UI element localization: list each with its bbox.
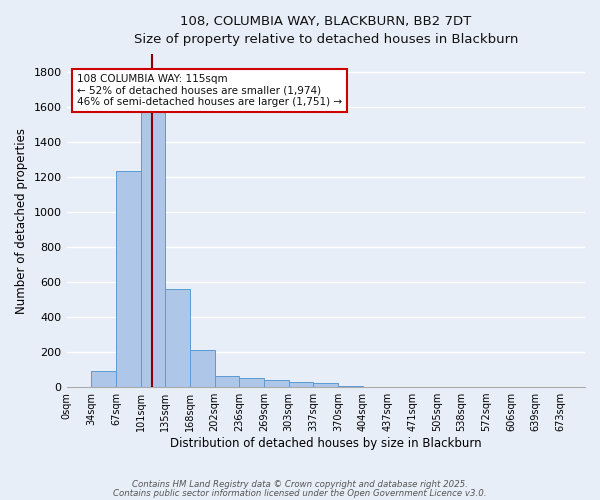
Bar [165, 289, 190, 387]
Bar [190, 350, 215, 387]
Bar [289, 382, 313, 387]
Text: Contains HM Land Registry data © Crown copyright and database right 2025.: Contains HM Land Registry data © Crown c… [132, 480, 468, 489]
Bar [313, 382, 338, 387]
X-axis label: Distribution of detached houses by size in Blackburn: Distribution of detached houses by size … [170, 437, 482, 450]
Bar [363, 386, 388, 387]
Bar [215, 376, 239, 387]
Title: 108, COLUMBIA WAY, BLACKBURN, BB2 7DT
Size of property relative to detached hous: 108, COLUMBIA WAY, BLACKBURN, BB2 7DT Si… [134, 15, 518, 46]
Bar [239, 378, 264, 387]
Text: 108 COLUMBIA WAY: 115sqm
← 52% of detached houses are smaller (1,974)
46% of sem: 108 COLUMBIA WAY: 115sqm ← 52% of detach… [77, 74, 342, 108]
Y-axis label: Number of detached properties: Number of detached properties [15, 128, 28, 314]
Text: Contains public sector information licensed under the Open Government Licence v3: Contains public sector information licen… [113, 488, 487, 498]
Bar [338, 386, 363, 387]
Bar [91, 372, 116, 387]
Bar [140, 92, 165, 387]
Bar [264, 380, 289, 387]
Bar [116, 170, 140, 387]
